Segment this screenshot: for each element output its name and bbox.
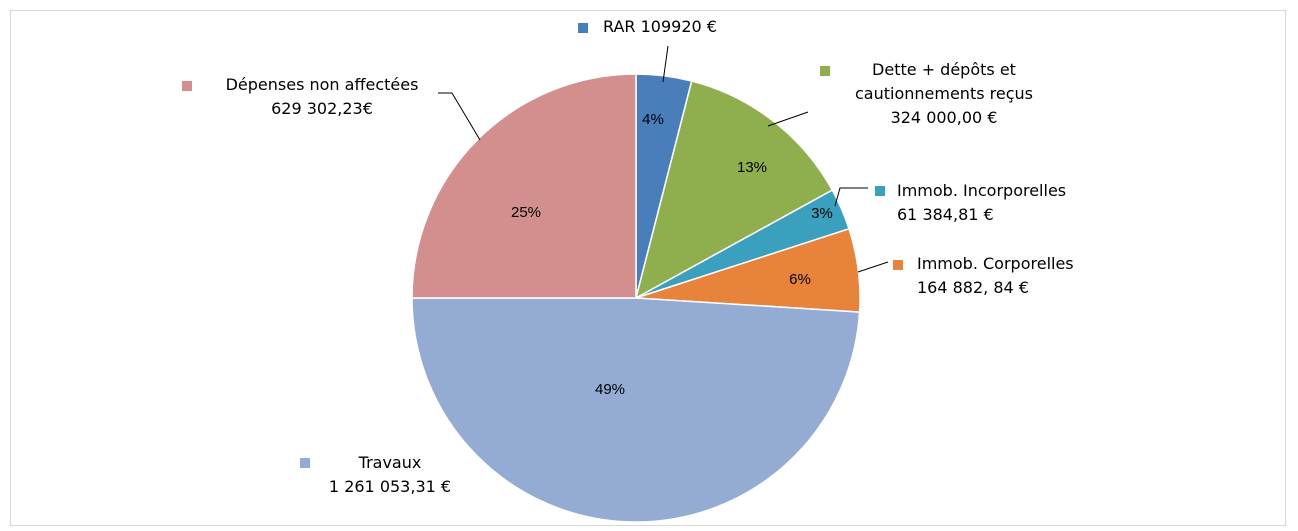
leader-line-immob-incorporelles (834, 187, 868, 207)
percent-label-dette-depots-et-cautionnements-recus: 13% (737, 159, 767, 176)
legend-marker-immob-incorporelles (875, 186, 885, 196)
slice-label-rar: RAR 109920 € (603, 17, 717, 36)
percent-label-rar: 4% (642, 111, 664, 128)
legend-marker-dette-depots-et-cautionnements-recus (820, 66, 830, 76)
slice-label-line: 629 302,23€ (271, 99, 373, 118)
leader-line-depenses-non-affectees (438, 92, 481, 141)
legend-marker-travaux (300, 458, 310, 468)
pie-slice-dette-depots-et-cautionnements-recus (634, 80, 834, 300)
slice-label-dette-depots-et-cautionnements-recus: Dette + dépôts et cautionnements reçus 324… (855, 60, 1033, 127)
leader-line-dette-depots-et-cautionnements-recus (767, 111, 809, 127)
legend-marker-rar (578, 23, 588, 33)
legend-marker-immob-corporelles (893, 260, 903, 270)
slice-label-line: Dépenses non affectées (226, 75, 419, 94)
pie-slice-depenses-non-affectees (411, 73, 637, 299)
slice-label-line: 324 000,00 € (891, 108, 998, 127)
slice-label-line: 164 882, 84 € (917, 278, 1029, 297)
slice-label-line: 61 384,81 € (897, 205, 994, 224)
slice-label-line: Travaux (358, 453, 422, 472)
slice-label-line: 1 261 053,31 € (329, 477, 451, 496)
legend-marker-depenses-non-affectees (182, 81, 192, 91)
percent-label-immob-corporelles: 6% (789, 271, 811, 288)
slice-label-depenses-non-affectees: Dépenses non affectées 629 302,23€ (226, 75, 419, 118)
percent-label-depenses-non-affectees: 25% (511, 204, 541, 221)
percent-label-immob-incorporelles: 3% (811, 205, 833, 222)
slice-label-line: cautionnements reçus (855, 84, 1033, 103)
slice-label-line: Immob. Incorporelles (897, 181, 1066, 200)
pie-slice-travaux (411, 297, 861, 523)
slice-label-line: RAR 109920 € (603, 17, 717, 36)
leader-line-rar (662, 45, 669, 83)
slice-label-immob-incorporelles: Immob. Incorporelles 61 384,81 € (897, 181, 1066, 224)
slice-label-line: Dette + dépôts et (872, 60, 1016, 79)
percent-label-travaux: 49% (595, 381, 625, 398)
slice-label-immob-corporelles: Immob. Corporelles 164 882, 84 € (917, 254, 1074, 297)
leader-line-immob-corporelles (857, 261, 889, 273)
slice-label-travaux: Travaux 1 261 053,31 € (329, 453, 451, 496)
slice-label-line: Immob. Corporelles (917, 254, 1074, 273)
